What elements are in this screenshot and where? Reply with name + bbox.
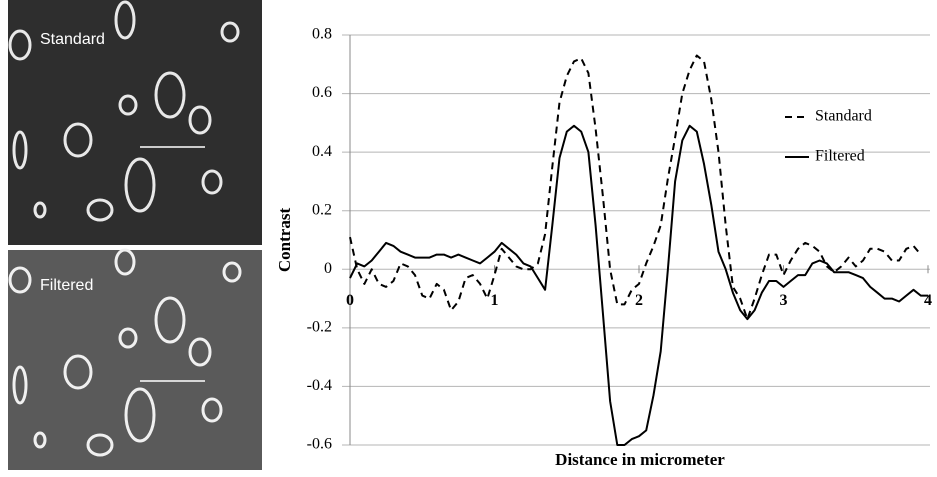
y-axis-title: Contrast xyxy=(275,208,294,273)
image-background xyxy=(8,0,262,245)
series-line xyxy=(349,54,922,321)
x-tick-label: 1 xyxy=(491,292,499,309)
image-label: Standard xyxy=(40,31,105,48)
image-background xyxy=(8,250,262,470)
legend-label: Standard xyxy=(815,108,872,125)
cells xyxy=(8,248,242,457)
micrograph-standard: Standard xyxy=(8,0,262,245)
micrograph-filtered: Filtered xyxy=(8,248,262,470)
y-tick-label: 0.4 xyxy=(312,143,332,160)
cells xyxy=(8,0,240,222)
series-line xyxy=(349,124,928,446)
y-tick-label: 0.2 xyxy=(312,201,332,218)
x-tick-label: 3 xyxy=(780,292,788,309)
y-tick-label: -0.2 xyxy=(307,319,332,336)
y-tick-label: 0.8 xyxy=(312,26,332,43)
y-tick-label: -0.6 xyxy=(307,436,332,453)
y-tick-label: 0 xyxy=(324,260,332,277)
x-tick-label: 0 xyxy=(346,292,354,309)
x-tick-label: 2 xyxy=(635,292,643,309)
y-tick-label: -0.4 xyxy=(307,377,332,394)
legend-label: Filtered xyxy=(815,148,865,165)
x-tick-label: 4 xyxy=(924,292,932,309)
image-label: Filtered xyxy=(40,277,93,294)
y-tick-label: 0.6 xyxy=(312,84,332,101)
x-axis-title: Distance in micrometer xyxy=(555,450,725,469)
